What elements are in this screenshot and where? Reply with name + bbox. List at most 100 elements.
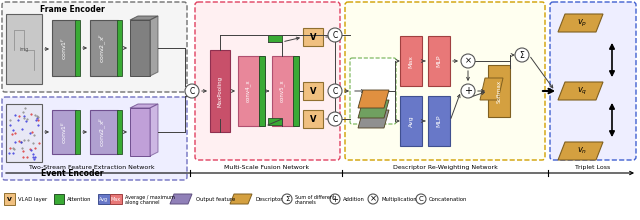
Text: Σ: Σ — [520, 51, 524, 59]
Bar — [268, 118, 282, 125]
Text: MLP: MLP — [436, 55, 442, 67]
Bar — [110, 194, 122, 204]
Polygon shape — [150, 16, 158, 76]
Text: ×: × — [369, 194, 376, 204]
Bar — [52, 110, 76, 154]
Text: Average / maximum: Average / maximum — [125, 194, 175, 200]
Polygon shape — [480, 78, 503, 100]
Bar — [117, 110, 122, 154]
Bar — [428, 36, 450, 86]
Circle shape — [328, 112, 342, 126]
FancyBboxPatch shape — [195, 2, 340, 160]
FancyBboxPatch shape — [2, 97, 187, 180]
Text: Event Encoder: Event Encoder — [41, 169, 103, 178]
Polygon shape — [230, 194, 252, 204]
Polygon shape — [558, 14, 603, 32]
Bar — [268, 35, 282, 42]
Text: Σ: Σ — [285, 196, 289, 202]
Text: $v_q$: $v_q$ — [577, 85, 588, 97]
Text: Addition: Addition — [343, 196, 365, 202]
Circle shape — [185, 84, 199, 98]
Bar — [303, 28, 323, 46]
Text: conv1$^F$: conv1$^F$ — [60, 36, 68, 60]
Polygon shape — [358, 100, 389, 118]
Text: $v_n$: $v_n$ — [577, 146, 587, 156]
Text: C: C — [189, 86, 195, 95]
FancyBboxPatch shape — [350, 58, 396, 124]
Text: conv2_x$^E$: conv2_x$^E$ — [98, 117, 108, 147]
Text: V: V — [7, 196, 12, 202]
Bar — [303, 82, 323, 100]
Text: C: C — [332, 114, 338, 123]
Text: Max: Max — [111, 196, 121, 202]
Text: C: C — [419, 196, 424, 202]
Text: Output feature: Output feature — [196, 196, 236, 202]
Circle shape — [330, 194, 340, 204]
Text: Concatenation: Concatenation — [429, 196, 467, 202]
Text: +: + — [464, 86, 472, 96]
Circle shape — [416, 194, 426, 204]
Circle shape — [282, 194, 292, 204]
Text: +: + — [332, 194, 339, 204]
Text: Descriptor: Descriptor — [256, 196, 284, 202]
Text: Max: Max — [408, 55, 413, 68]
Circle shape — [461, 54, 475, 68]
Bar — [6, 104, 42, 162]
Text: conv5_x: conv5_x — [279, 80, 285, 102]
Bar — [52, 20, 76, 76]
Polygon shape — [150, 104, 158, 156]
Bar — [130, 20, 150, 76]
Bar — [75, 110, 80, 154]
Bar — [259, 56, 265, 126]
Bar — [98, 194, 110, 204]
Text: C: C — [332, 31, 338, 40]
Bar — [75, 20, 80, 76]
Text: V: V — [310, 33, 316, 42]
Circle shape — [328, 28, 342, 42]
Text: Triplet Loss: Triplet Loss — [575, 165, 611, 169]
Circle shape — [515, 48, 529, 62]
Bar — [303, 110, 323, 128]
Bar — [428, 96, 450, 146]
Circle shape — [461, 84, 475, 98]
Bar — [54, 194, 64, 204]
Text: ×: × — [465, 57, 472, 66]
Text: C: C — [332, 86, 338, 95]
Bar — [400, 96, 422, 146]
Bar — [400, 36, 422, 86]
Text: Attention: Attention — [67, 196, 92, 202]
Circle shape — [328, 84, 342, 98]
Text: $v_p$: $v_p$ — [577, 17, 588, 29]
Text: Avg: Avg — [408, 115, 413, 127]
Text: channels: channels — [295, 200, 317, 205]
Bar — [238, 56, 260, 126]
Text: along channel: along channel — [125, 200, 159, 205]
Text: MaxPooling: MaxPooling — [218, 75, 223, 106]
Bar — [117, 20, 122, 76]
Polygon shape — [358, 110, 389, 128]
Bar — [210, 50, 230, 132]
Polygon shape — [130, 16, 158, 20]
Bar — [488, 65, 510, 117]
Text: MLP: MLP — [436, 115, 442, 127]
Bar — [90, 20, 118, 76]
Text: V: V — [310, 114, 316, 123]
Text: Frame Encoder: Frame Encoder — [40, 4, 104, 13]
Bar — [272, 56, 294, 126]
Text: Two-Stream Feature Extraction Network: Two-Stream Feature Extraction Network — [29, 165, 155, 169]
Polygon shape — [558, 82, 603, 100]
Text: VLAD layer: VLAD layer — [18, 196, 47, 202]
FancyBboxPatch shape — [550, 2, 636, 160]
FancyBboxPatch shape — [345, 2, 545, 160]
Bar — [90, 110, 118, 154]
Text: Multi-Scale Fusion Network: Multi-Scale Fusion Network — [225, 165, 310, 169]
Bar — [130, 108, 150, 156]
Bar — [6, 14, 42, 84]
Text: conv1$^E$: conv1$^E$ — [60, 120, 68, 144]
Polygon shape — [130, 104, 158, 108]
Circle shape — [368, 194, 378, 204]
Text: img: img — [19, 46, 29, 51]
Text: Descriptor Re-Weighting Network: Descriptor Re-Weighting Network — [392, 165, 497, 169]
Text: Softmax: Softmax — [497, 79, 502, 103]
Bar — [293, 56, 299, 126]
